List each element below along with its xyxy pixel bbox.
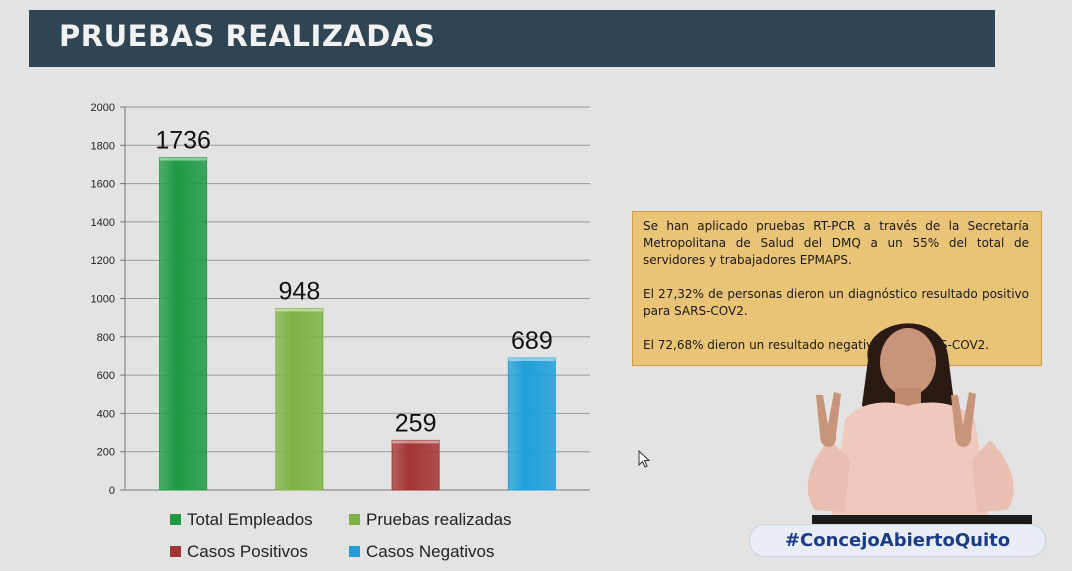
title-bar: PRUEBAS REALIZADAS — [29, 10, 995, 67]
info-paragraph: Se han aplicado pruebas RT-PCR a través … — [643, 219, 1029, 267]
y-tick-label: 0 — [109, 485, 115, 497]
y-tick-label: 2000 — [91, 102, 115, 114]
legend-swatch — [349, 514, 360, 525]
mouse-pointer-icon — [638, 450, 651, 468]
bar-highlight — [275, 308, 323, 312]
data-label: 259 — [395, 409, 437, 437]
y-tick-label: 400 — [97, 408, 115, 420]
legend-label: Casos Positivos — [187, 542, 308, 561]
data-label: 948 — [279, 277, 321, 305]
legend-label: Pruebas realizadas — [366, 510, 512, 529]
sign-language-interpreter — [807, 323, 1032, 530]
legend-label: Casos Negativos — [366, 542, 495, 561]
bar-casos-negativos — [507, 357, 556, 491]
legend-swatch — [170, 546, 181, 557]
info-paragraph: El 27,32% de personas dieron un diagnóst… — [643, 287, 1029, 318]
page-title: PRUEBAS REALIZADAS — [59, 19, 436, 53]
legend-swatch — [170, 514, 181, 525]
y-tick-label: 200 — [97, 447, 115, 459]
data-label: 689 — [511, 327, 553, 355]
bar-highlight — [159, 157, 207, 161]
hashtag-badge: #ConcejoAbiertoQuito — [749, 524, 1046, 557]
y-tick-label: 600 — [97, 370, 115, 382]
y-tick-label: 1000 — [91, 294, 115, 306]
bar-highlight — [392, 440, 440, 444]
legend-label: Total Empleados — [187, 510, 313, 529]
y-tick-label: 1200 — [91, 255, 115, 267]
data-label: 1736 — [155, 127, 211, 155]
chart-bars — [159, 157, 556, 491]
chart-legend: Total Empleados Pruebas realizadas Casos P… — [170, 510, 512, 561]
bar-pruebas-realizadas — [275, 307, 324, 491]
bar-highlight — [508, 358, 556, 362]
y-tick-label: 1800 — [91, 140, 115, 152]
hashtag-text: #ConcejoAbiertoQuito — [784, 530, 1011, 551]
bar-total-empleados — [159, 157, 208, 491]
bar-casos-positivos — [391, 439, 440, 491]
chart-data-labels: 1736 948 259 689 — [155, 127, 552, 438]
bar-chart: 0 200 400 600 800 1000 1200 1400 1600 1800 2000 17… — [91, 102, 590, 561]
y-tick-label: 1400 — [91, 217, 115, 229]
y-tick-label: 800 — [97, 332, 115, 344]
y-tick-label: 1600 — [91, 179, 115, 191]
legend-swatch — [349, 546, 360, 557]
